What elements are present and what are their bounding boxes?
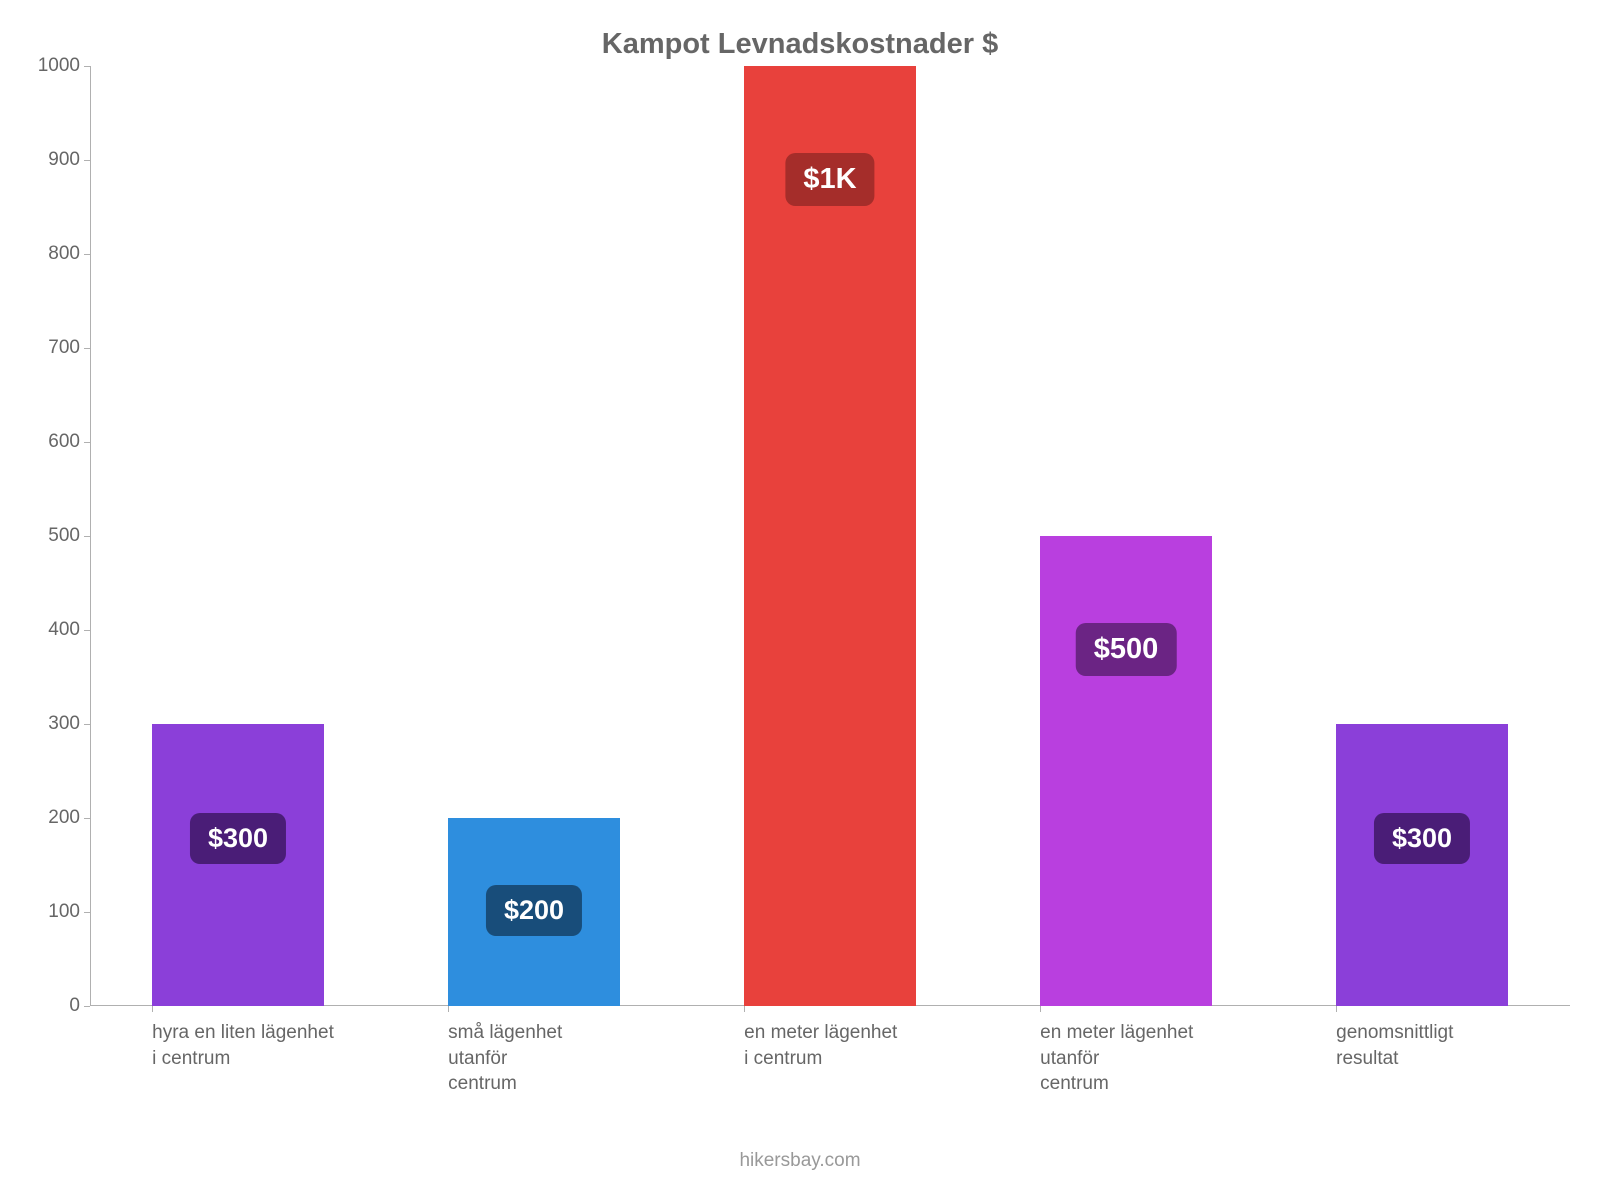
x-tick — [152, 1006, 153, 1012]
y-tick-label: 900 — [30, 149, 80, 171]
bar: $500 — [1040, 536, 1212, 1006]
bar-value-badge: $500 — [1076, 623, 1177, 676]
y-axis — [90, 66, 91, 1006]
x-tick-label: små lägenhet utanför centrum — [448, 1020, 660, 1097]
y-tick — [84, 912, 90, 913]
bar: $1K — [744, 66, 916, 1006]
plot-area: 01002003004005006007008009001000$300hyra… — [90, 66, 1570, 1006]
bar-value-badge: $1K — [785, 153, 874, 206]
y-tick — [84, 818, 90, 819]
x-tick — [1336, 1006, 1337, 1012]
bar-value-badge: $200 — [486, 885, 582, 936]
chart-title: Kampot Levnadskostnader $ — [0, 28, 1600, 61]
bar: $300 — [1336, 724, 1508, 1006]
x-tick — [448, 1006, 449, 1012]
y-tick-label: 500 — [30, 525, 80, 547]
y-tick-label: 200 — [30, 807, 80, 829]
y-tick-label: 700 — [30, 337, 80, 359]
y-tick-label: 0 — [30, 995, 80, 1017]
bar-value-badge: $300 — [1374, 813, 1470, 864]
bar: $200 — [448, 818, 620, 1006]
y-tick — [84, 160, 90, 161]
y-tick — [84, 536, 90, 537]
y-tick — [84, 66, 90, 67]
y-tick-label: 800 — [30, 243, 80, 265]
y-tick-label: 300 — [30, 713, 80, 735]
x-tick-label: genomsnittligt resultat — [1336, 1020, 1548, 1071]
y-tick-label: 100 — [30, 901, 80, 923]
y-tick — [84, 348, 90, 349]
y-tick — [84, 1006, 90, 1007]
y-tick — [84, 724, 90, 725]
y-tick-label: 600 — [30, 431, 80, 453]
x-tick — [1040, 1006, 1041, 1012]
x-tick-label: en meter lägenhet utanför centrum — [1040, 1020, 1252, 1097]
x-tick — [744, 1006, 745, 1012]
y-tick — [84, 442, 90, 443]
y-tick-label: 1000 — [30, 55, 80, 77]
y-tick-label: 400 — [30, 619, 80, 641]
bar: $300 — [152, 724, 324, 1006]
x-tick-label: hyra en liten lägenhet i centrum — [152, 1020, 364, 1071]
attribution: hikersbay.com — [0, 1150, 1600, 1172]
bar-value-badge: $300 — [190, 813, 286, 864]
y-tick — [84, 630, 90, 631]
y-tick — [84, 254, 90, 255]
x-tick-label: en meter lägenhet i centrum — [744, 1020, 956, 1071]
